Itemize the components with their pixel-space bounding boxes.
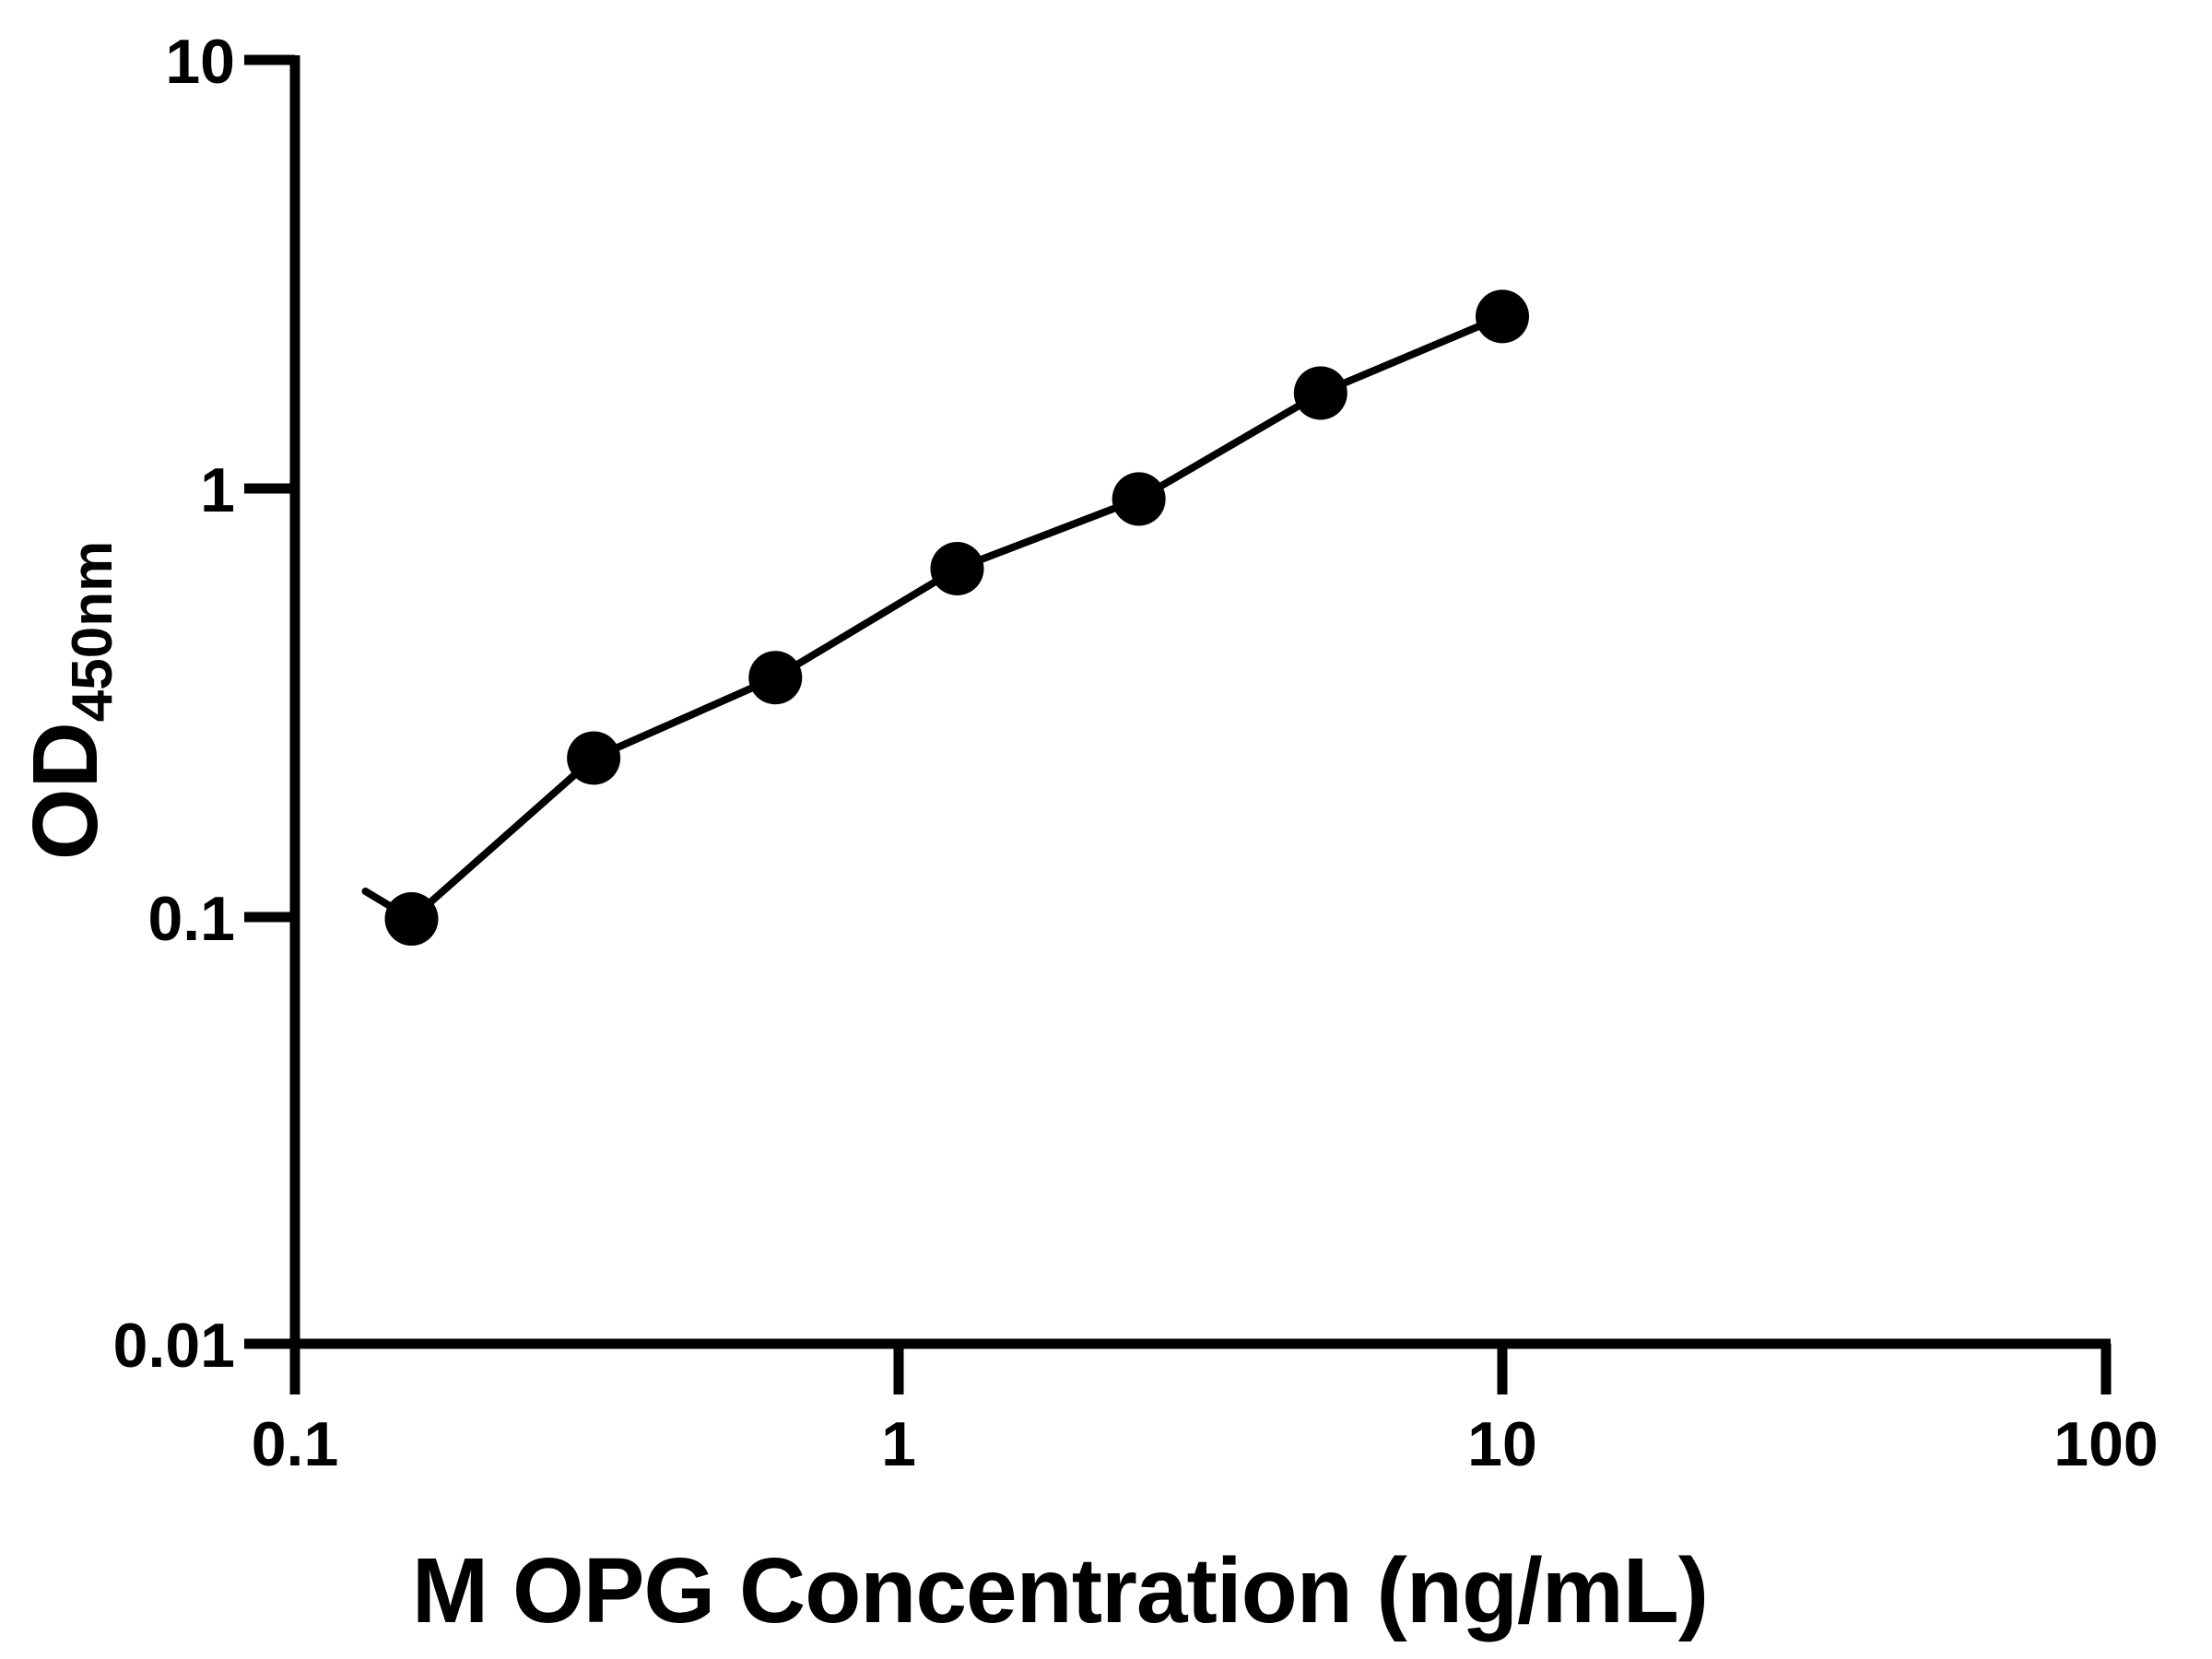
data-point (384, 892, 439, 947)
svg-text:OD450nm: OD450nm (14, 541, 124, 860)
data-point (930, 542, 984, 595)
x-tick-label-0.1: 0.1 (252, 1409, 339, 1479)
data-point (1293, 366, 1347, 420)
y-axis-tick-labels: 10 1 0.1 0.01 (113, 27, 235, 1381)
data-point (567, 731, 621, 785)
y-axis-title-main: OD (14, 722, 117, 860)
data-series-line (361, 312, 1506, 924)
y-axis-title: OD450nm (14, 541, 124, 860)
x-tick-label-10: 10 (1467, 1409, 1537, 1479)
x-axis-tick-labels: 0.1 1 10 100 (252, 1409, 2159, 1479)
data-series-markers (384, 289, 1529, 947)
x-axis-title: M OPG Concentration (ng/mL) (412, 1539, 1708, 1642)
y-tick-label-0.1: 0.1 (147, 884, 235, 954)
y-axis-ticks (244, 54, 295, 1349)
y-tick-label-1: 1 (200, 455, 235, 525)
data-point (1112, 472, 1166, 526)
x-tick-label-100: 100 (2053, 1409, 2158, 1479)
x-tick-label-1: 1 (881, 1409, 916, 1479)
x-axis-ticks (289, 1344, 2112, 1394)
data-point (748, 651, 803, 705)
data-point (1476, 289, 1529, 344)
y-tick-label-0.01: 0.01 (113, 1311, 235, 1381)
y-axis-title-subscript: 450nm (61, 541, 124, 722)
y-tick-label-10: 10 (165, 27, 235, 97)
